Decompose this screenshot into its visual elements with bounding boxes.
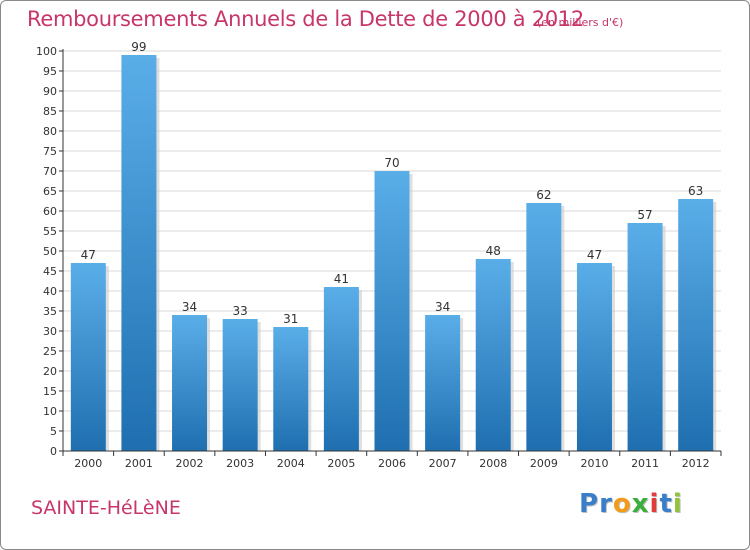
y-tick-label: 50 <box>43 245 57 258</box>
x-tick-label: 2010 <box>580 457 608 470</box>
x-axis-ticks: 2000 2001 2002 2003 2004 2005 2006 2007 2008 2009… <box>62 451 722 470</box>
y-tick-label: 80 <box>43 125 57 138</box>
y-tick-label: 0 <box>50 445 57 458</box>
data-label-2000: 47 <box>81 248 96 262</box>
data-label-2003: 33 <box>233 304 248 318</box>
bar-2010 <box>576 263 612 451</box>
data-label-2006: 70 <box>384 156 399 170</box>
x-tick-label: 2011 <box>631 457 659 470</box>
data-label-2007: 34 <box>435 300 450 314</box>
data-label-2005: 41 <box>334 272 349 286</box>
y-tick-label: 45 <box>43 265 57 278</box>
y-tick-label: 20 <box>43 365 57 378</box>
y-tick-label: 65 <box>43 185 57 198</box>
logo-letter: i <box>649 489 660 519</box>
bar-2008 <box>475 259 511 451</box>
logo-letter: t <box>659 489 673 519</box>
y-tick-label: 10 <box>43 405 57 418</box>
bar-2012 <box>678 199 714 451</box>
y-tick-label: 15 <box>43 385 57 398</box>
bar-2011 <box>627 223 663 451</box>
bar-2005 <box>323 287 359 451</box>
y-tick-label: 40 <box>43 285 57 298</box>
y-tick-label: 95 <box>43 65 57 78</box>
bars <box>70 55 717 451</box>
y-tick-label: 55 <box>43 225 57 238</box>
chart-title: Remboursements Annuels de la Dette de 20… <box>27 7 584 31</box>
y-tick-label: 60 <box>43 205 57 218</box>
x-tick-label: 2006 <box>378 457 406 470</box>
x-tick-label: 2000 <box>74 457 102 470</box>
x-tick-label: 2007 <box>429 457 457 470</box>
y-tick-label: 30 <box>43 325 57 338</box>
y-tick-label: 75 <box>43 145 57 158</box>
bar-2002 <box>172 315 208 451</box>
x-tick-label: 2008 <box>479 457 507 470</box>
logo-letter: x <box>631 489 650 519</box>
x-tick-label: 2004 <box>277 457 305 470</box>
y-tick-label: 5 <box>50 425 57 438</box>
data-label-2012: 63 <box>688 184 703 198</box>
bar-2003 <box>222 319 258 451</box>
y-tick-label: 90 <box>43 85 57 98</box>
logo-letter: i <box>672 489 683 519</box>
axes <box>62 49 721 452</box>
y-tick-label: 25 <box>43 345 57 358</box>
bar-2007 <box>425 315 461 451</box>
bar-2006 <box>374 171 410 451</box>
y-tick-label: 70 <box>43 165 57 178</box>
data-label-2008: 48 <box>486 244 501 258</box>
bar-2000 <box>70 263 106 451</box>
x-tick-label: 2009 <box>530 457 558 470</box>
x-tick-label: 2012 <box>682 457 710 470</box>
data-label-2004: 31 <box>283 312 298 326</box>
logo-letter: o <box>612 489 632 519</box>
data-label-2010: 47 <box>587 248 602 262</box>
unit-note: (en milliers d'€) <box>537 16 624 29</box>
bar-2001 <box>121 55 157 451</box>
x-tick-label: 2002 <box>176 457 204 470</box>
x-tick-label: 2003 <box>226 457 254 470</box>
y-axis-ticks: 0 5 10 15 20 25 30 35 40 45 50 55 60 65 70 75 80 85 90 95 10… <box>36 45 63 458</box>
data-label-2009: 62 <box>536 188 551 202</box>
logo-letter: r <box>599 489 613 519</box>
data-label-2001: 99 <box>131 40 146 54</box>
x-tick-label: 2001 <box>125 457 153 470</box>
y-tick-label: 85 <box>43 105 57 118</box>
place-name: SAINTE-HéLèNE <box>31 497 181 519</box>
data-label-2002: 34 <box>182 300 197 314</box>
y-tick-label: 35 <box>43 305 57 318</box>
y-tick-label: 100 <box>36 45 57 58</box>
x-tick-label: 2005 <box>327 457 355 470</box>
bar-2004 <box>273 327 309 451</box>
logo-letter: P <box>579 489 600 519</box>
bar-2009 <box>526 203 562 451</box>
data-label-2011: 57 <box>637 208 652 222</box>
proxiti-logo: Proxiti <box>579 489 683 519</box>
data-labels: 47 99 34 33 31 41 70 34 48 62 47 57 63 <box>81 40 704 326</box>
